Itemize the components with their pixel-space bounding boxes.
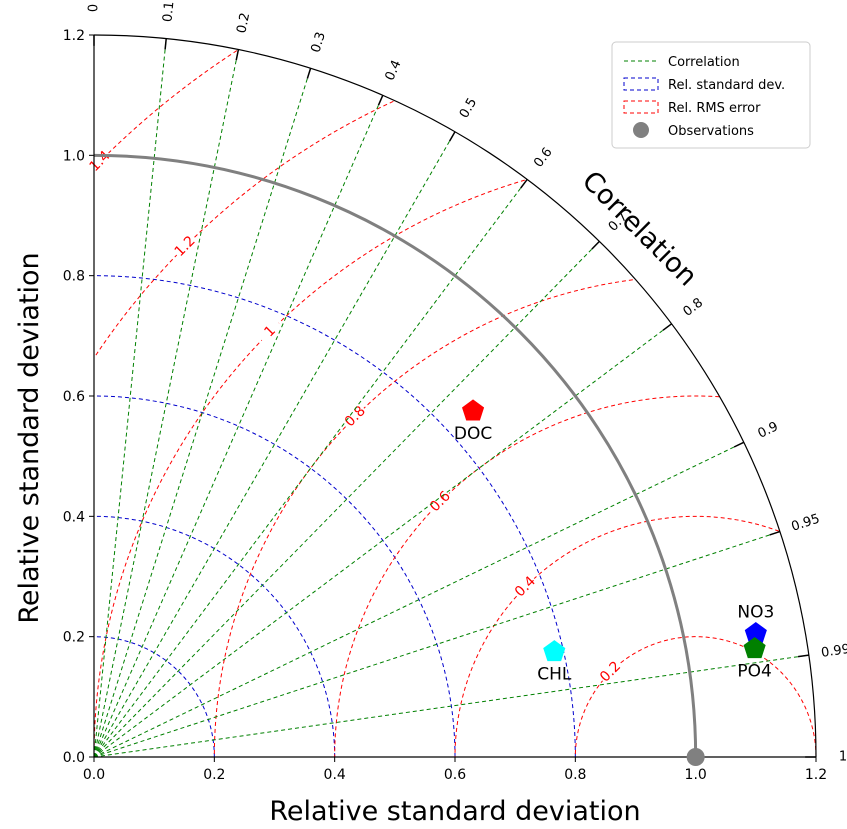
correlation-tick-label-11: 0.99 <box>820 642 847 661</box>
std-contour-1 <box>93 515 336 758</box>
x-axis-title: Relative standard deviation <box>269 796 640 827</box>
correlation-arc-title: Correlation <box>576 165 703 292</box>
correlation-ray-10 <box>93 531 781 758</box>
outer-arc <box>93 34 817 758</box>
correlation-tick-10 <box>769 530 781 536</box>
legend-swatch-2 <box>623 100 659 114</box>
x-tick-label-0: 0.0 <box>83 767 105 783</box>
correlation-ray-5 <box>93 131 456 758</box>
correlation-tick-9 <box>733 441 745 448</box>
x-tick-label-1: 0.2 <box>203 767 225 783</box>
correlation-ray-3 <box>93 68 312 758</box>
x-tick-label-3: 0.6 <box>444 767 466 783</box>
point-label-doc: DOC <box>454 424 492 444</box>
rms-label-bg-5 <box>170 232 200 261</box>
correlation-tick-1 <box>164 38 167 50</box>
point-label-po4: PO4 <box>737 662 771 682</box>
y-tick-label-5: 1.0 <box>63 148 85 164</box>
x-tick-label-4: 0.8 <box>564 767 586 783</box>
correlation-ray-11 <box>93 654 809 758</box>
grid-layer: 0.20.40.60.811.21.4 <box>85 38 817 758</box>
rms-label-bg-3 <box>341 402 370 431</box>
legend-swatch-1 <box>623 77 659 91</box>
rms-label-2: 0.6 <box>427 488 454 515</box>
correlation-ray-1 <box>93 38 167 758</box>
y-tick-label-4: 0.8 <box>63 269 85 285</box>
correlation-tick-label-4: 0.4 <box>383 58 405 83</box>
correlation-tick-label-1: 0.1 <box>160 1 177 23</box>
legend-label-1: Rel. standard dev. <box>668 78 785 93</box>
x-tick-label-2: 0.4 <box>324 767 346 783</box>
x-tick-label-6: 1.2 <box>805 767 827 783</box>
rms-label-bg-1 <box>511 572 540 601</box>
correlation-tick-6 <box>520 178 528 189</box>
rms-label-bg-4 <box>256 317 285 346</box>
y-tick-label-0: 0.0 <box>63 750 85 766</box>
correlation-tick-2 <box>235 49 240 61</box>
correlation-tick-label-8: 0.8 <box>680 295 706 319</box>
correlation-tick-label-6: 0.6 <box>531 145 555 171</box>
legend-label-3: Observations <box>668 124 754 139</box>
observation-marker <box>686 748 705 766</box>
correlation-tick-3 <box>306 68 312 79</box>
y-tick-label-2: 0.4 <box>63 509 85 525</box>
correlation-ray-9 <box>93 441 745 758</box>
rms-label-bg-2 <box>426 487 455 516</box>
rms-contour-1 <box>454 515 780 758</box>
legend-swatch-3 <box>633 122 649 138</box>
correlation-ray-4 <box>93 95 384 758</box>
correlation-tick-label-0: 0 <box>87 4 102 12</box>
rms-contour-4 <box>93 179 525 758</box>
legend-box <box>611 41 811 149</box>
legend: Correlation Rel. standard dev. Rel. RMS er… <box>611 41 811 149</box>
correlation-ray-8 <box>93 323 672 758</box>
std-contour-0 <box>93 636 215 758</box>
y-tick-label-6: 1.2 <box>63 28 85 44</box>
rms-label-0: 0.2 <box>597 658 624 685</box>
observation-std-arc <box>93 153 698 758</box>
legend-label-2: Rel. RMS error <box>668 101 761 116</box>
correlation-tick-label-5: 0.5 <box>457 96 480 121</box>
correlation-tick-11 <box>797 654 809 658</box>
y-tick-label-3: 0.6 <box>63 389 85 405</box>
correlation-tick-label-2: 0.2 <box>234 11 253 34</box>
point-label-no3: NO3 <box>737 603 774 623</box>
rms-contour-0 <box>574 636 817 758</box>
std-contour-3 <box>93 275 576 758</box>
correlation-tick-4 <box>377 94 384 106</box>
rms-contour-3 <box>213 279 633 758</box>
point-marker-po4 <box>743 637 766 659</box>
correlation-ray-2 <box>93 49 239 758</box>
correlation-tick-label-3: 0.3 <box>308 30 329 54</box>
correlation-ray-7 <box>93 241 600 758</box>
point-marker-doc <box>462 399 485 421</box>
y-tick-label-1: 0.2 <box>63 630 85 646</box>
correlation-tick-label-9: 0.9 <box>756 419 781 442</box>
correlation-tick-7 <box>591 240 600 250</box>
correlation-tick-8 <box>662 323 673 331</box>
point-marker-chl <box>543 640 566 662</box>
rms-contour-6 <box>99 50 238 162</box>
correlation-tick-label-12: 1 <box>839 750 847 765</box>
correlation-tick-label-10: 0.95 <box>790 511 822 534</box>
std-contour-2 <box>93 395 456 758</box>
rms-label-bg-0 <box>596 657 625 687</box>
legend-label-0: Correlation <box>668 55 740 70</box>
correlation-ray-6 <box>93 179 528 758</box>
points-layer: DOC CHL NO3 PO4 <box>454 399 774 766</box>
y-axis-title: Relative standard deviation <box>14 252 45 623</box>
rms-contour-5 <box>94 100 394 357</box>
correlation-tick-5 <box>448 131 456 142</box>
x-tick-label-5: 1.0 <box>685 767 707 783</box>
point-label-chl: CHL <box>537 665 572 685</box>
